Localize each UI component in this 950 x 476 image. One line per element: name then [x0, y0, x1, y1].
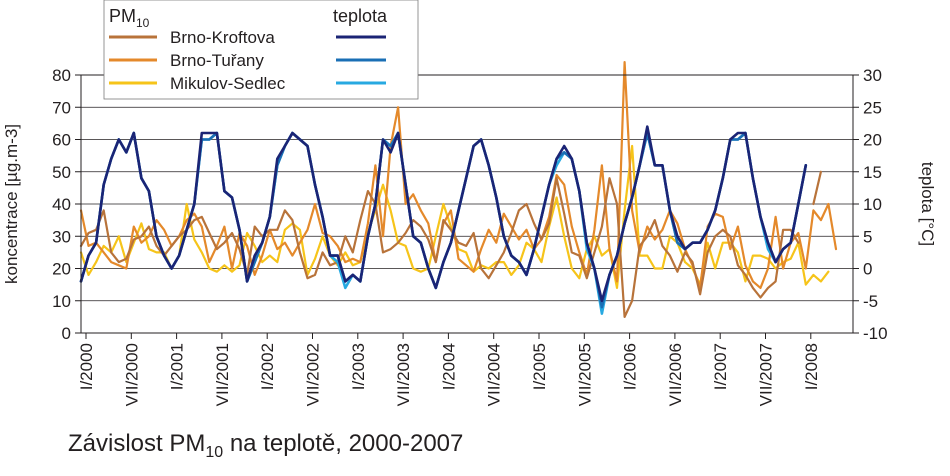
legend-entries: Brno-Kroftova Brno-Tuřany Mikulov-Sedlec: [109, 28, 386, 93]
y-tick-label: 0: [62, 324, 71, 343]
x-tick-label: I/2006: [621, 343, 640, 390]
y2-tick-label: 5: [863, 227, 872, 246]
y2-tick-label: 25: [863, 98, 882, 117]
legend-label: Brno-Kroftova: [170, 28, 275, 47]
series-line-left-mikulov-sedlec: [79, 144, 830, 289]
x-axis: I/2000 VII/2000 I/2001 VII/2001 I/2002 VII/20…: [77, 333, 821, 406]
legend-temp-title: teplota: [333, 6, 388, 26]
legend-label: Mikulov-Sedlec: [170, 74, 286, 93]
y2-tick-label: 10: [863, 195, 882, 214]
legend-pm-title: PM10: [109, 6, 150, 30]
x-tick-label: I/2008: [802, 343, 821, 390]
x-tick-label: VII/2006: [666, 343, 685, 406]
series-line-right-brno-kroftova: [79, 125, 808, 303]
y-axis-right: -10 -5 0 5 10 15 20 25 30: [853, 66, 888, 343]
x-tick-label: VII/2003: [394, 343, 413, 406]
x-tick-label: I/2007: [711, 343, 730, 390]
series-lines: [79, 60, 838, 318]
y-tick-label: 70: [52, 98, 71, 117]
y-axis-right-label: teplota [°C]: [918, 162, 937, 246]
y2-tick-label: 15: [863, 163, 882, 182]
y-tick-label: 80: [52, 66, 71, 85]
x-tick-label: I/2005: [530, 343, 549, 390]
y-tick-label: 10: [52, 292, 71, 311]
y-axis-left-label: koncentrace [µg.m-3]: [2, 124, 21, 284]
y2-tick-label: 30: [863, 66, 882, 85]
x-tick-label: VII/2004: [485, 343, 504, 406]
plot-frame: [80, 74, 854, 334]
y2-tick-label: -5: [863, 292, 878, 311]
y2-tick-label: 0: [863, 260, 872, 279]
legend: PM10 teplota Brno-Kroftova Brno-Tuřany Mik…: [103, 0, 419, 100]
y-tick-label: 60: [52, 131, 71, 150]
x-tick-label: I/2003: [349, 343, 368, 390]
legend-label: Brno-Tuřany: [170, 51, 264, 70]
x-tick-label: VII/2005: [575, 343, 594, 406]
x-tick-label: VII/2001: [213, 343, 232, 406]
series-line-left-brno-kroftova: [79, 177, 800, 318]
y-tick-label: 20: [52, 260, 71, 279]
caption-suffix: na teplotě, 2000-2007: [223, 430, 464, 457]
x-tick-label: I/2002: [258, 343, 277, 390]
y-tick-label: 50: [52, 163, 71, 182]
x-tick-label: VII/2002: [304, 343, 323, 406]
y2-tick-label: 20: [863, 131, 882, 150]
y-tick-label: 30: [52, 227, 71, 246]
caption-subscript: 10: [205, 443, 224, 461]
y2-tick-label: -10: [863, 324, 888, 343]
series-line-left-brno-kroftova: [812, 170, 823, 206]
x-tick-label: I/2000: [77, 343, 96, 390]
y-axis-left: 0 10 20 30 40 50 60 70 80: [52, 66, 81, 343]
y-tick-label: 40: [52, 195, 71, 214]
chart-caption: Závislost PM10 na teplotě, 2000-2007: [68, 430, 463, 462]
x-tick-label: I/2001: [168, 343, 187, 390]
x-tick-label: I/2004: [439, 343, 458, 390]
x-tick-label: VII/2007: [757, 343, 776, 406]
x-tick-label: VII/2000: [122, 343, 141, 406]
caption-prefix: Závislost PM: [68, 430, 206, 457]
grid-lines: [81, 106, 853, 302]
